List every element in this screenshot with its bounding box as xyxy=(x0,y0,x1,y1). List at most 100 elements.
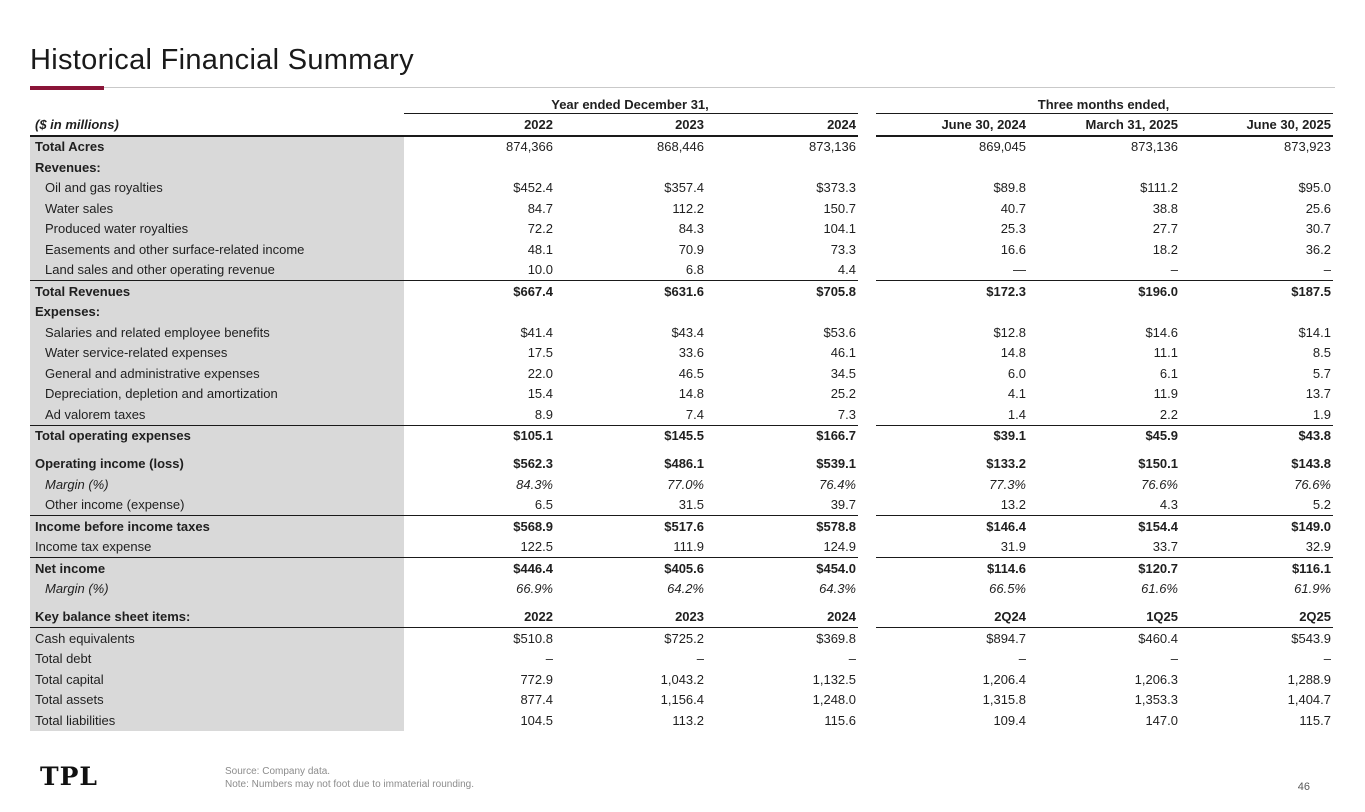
cell-value: 46.1 xyxy=(830,345,856,360)
cell-value: 1,353.3 xyxy=(1134,692,1178,707)
cell-value: 11.1 xyxy=(1153,345,1178,360)
cell-value: – xyxy=(1170,651,1178,666)
cell-value: 70.9 xyxy=(678,241,704,257)
cell-value: – xyxy=(696,651,704,666)
column-header-jun-2024: June 30, 2024 xyxy=(876,114,1028,137)
column-group-gap xyxy=(858,649,876,669)
column-group-gap xyxy=(858,240,876,260)
table-row: Water sales 84.7 112.2 150.7 40.7 38.8 25.6 xyxy=(30,198,1333,219)
cell-value: 2.2 xyxy=(1028,404,1180,426)
column-group-gap xyxy=(858,343,876,363)
cell-value: – xyxy=(1018,651,1026,666)
cell-value: 76.6% xyxy=(1141,476,1178,492)
cell-value: 1,132.5 xyxy=(812,671,856,687)
cell-value: – xyxy=(1180,260,1333,281)
table-row: Expenses: xyxy=(30,301,1333,322)
group-header-annual: Year ended December 31, xyxy=(404,95,858,114)
cell-value: $486.1 xyxy=(664,456,704,471)
cell-value: $114.6 xyxy=(986,560,1026,576)
cell-value: 11.9 xyxy=(1153,386,1178,401)
cell-value: $631.6 xyxy=(664,283,704,299)
cell-value: $145.5 xyxy=(664,428,704,443)
row-label: Total Revenues xyxy=(30,281,404,302)
cell-value xyxy=(1028,302,1180,322)
title-underline xyxy=(30,86,1335,90)
column-group-gap xyxy=(858,579,876,599)
column-header-jun-2025: June 30, 2025 xyxy=(1180,114,1333,137)
table-group-header-row: Year ended December 31, Three months end… xyxy=(30,94,1333,114)
cell-value: 33.6 xyxy=(678,345,704,360)
row-label: Oil and gas royalties xyxy=(30,177,404,198)
cell-value: $667.4 xyxy=(513,283,553,299)
cell-value: 104.1 xyxy=(823,221,856,236)
column-header-mar-2025: March 31, 2025 xyxy=(1028,114,1180,137)
tpl-logo: TPL xyxy=(40,762,98,791)
cell-value: 4.3 xyxy=(1028,495,1180,516)
group-header-spacer xyxy=(30,96,404,114)
cell-value xyxy=(404,302,555,322)
row-label: Margin (%) xyxy=(30,578,404,599)
cell-value xyxy=(1180,302,1333,322)
cell-value: $196.0 xyxy=(1138,283,1178,299)
cell-value: 2Q25 xyxy=(1180,599,1333,628)
cell-value: $166.7 xyxy=(816,428,856,443)
cell-value: $89.8 xyxy=(993,180,1026,195)
table-row: Ad valorem taxes 8.9 7.4 7.3 1.4 2.2 1.9 xyxy=(30,404,1333,426)
footnotes: Source: Company data. Note: Numbers may … xyxy=(225,765,474,791)
table-row: Depreciation, depletion and amortization… xyxy=(30,383,1333,404)
cell-value: 66.5% xyxy=(989,581,1026,596)
cell-value: 112.2 xyxy=(672,200,704,216)
cell-value xyxy=(1028,158,1180,178)
cell-value: $116.1 xyxy=(1291,560,1331,576)
cell-value: $357.4 xyxy=(664,180,704,195)
cell-value: $14.6 xyxy=(1145,324,1178,340)
table-row: Income before income taxes $568.9 $517.6 $5… xyxy=(30,516,1333,537)
cell-value: 30.7 xyxy=(1305,221,1331,236)
cell-value: 6.1 xyxy=(1159,365,1178,381)
cell-value: $187.5 xyxy=(1291,283,1331,299)
cell-value: $120.7 xyxy=(1138,560,1178,576)
cell-value: $562.3 xyxy=(513,456,553,471)
column-group-gap xyxy=(858,261,876,281)
cell-value: $143.8 xyxy=(1291,456,1331,471)
cell-value: 4.1 xyxy=(1007,386,1026,401)
row-label: Revenues: xyxy=(30,157,404,178)
cell-value: 15.4 xyxy=(527,386,553,401)
cell-value: 33.7 xyxy=(1028,537,1180,558)
cell-value: $446.4 xyxy=(513,560,553,576)
cell-value: 124.9 xyxy=(706,537,858,558)
table-row: Easements and other surface-related inco… xyxy=(30,239,1333,260)
cell-value: 77.0% xyxy=(667,476,704,492)
table-row: Total liabilities 104.5 113.2 115.6 109.4 147… xyxy=(30,710,1333,731)
cell-value: $105.1 xyxy=(513,428,553,443)
column-group-gap xyxy=(858,137,876,157)
cell-value: 40.7 xyxy=(1000,200,1026,216)
cell-value: 31.9 xyxy=(876,537,1028,558)
cell-value xyxy=(555,302,706,322)
cell-value: 31.5 xyxy=(555,495,706,516)
cell-value: 2Q24 xyxy=(876,599,1028,628)
column-group-gap xyxy=(858,629,876,649)
cell-value: $405.6 xyxy=(664,560,704,576)
cell-value: 39.7 xyxy=(706,495,858,516)
cell-value: 873,136 xyxy=(1131,139,1178,154)
cell-value: 13.2 xyxy=(876,495,1028,516)
cell-value: 27.7 xyxy=(1152,221,1178,236)
cell-value: $539.1 xyxy=(816,456,856,471)
cell-value: $725.2 xyxy=(664,630,704,646)
table-row: Total Acres 874,366 868,446 873,136 869,045 8… xyxy=(30,136,1333,157)
cell-value: 1,404.7 xyxy=(1287,692,1331,707)
cell-value: 7.4 xyxy=(555,404,706,426)
cell-value: $543.9 xyxy=(1291,630,1331,646)
cell-value: 150.7 xyxy=(823,200,856,216)
column-group-gap xyxy=(858,384,876,404)
cell-value: 1,315.8 xyxy=(982,692,1026,707)
column-group-gap xyxy=(858,690,876,710)
column-group-gap xyxy=(858,364,876,384)
cell-value xyxy=(876,302,1028,322)
table-row: Income tax expense 122.5 111.9 124.9 31.9 33.… xyxy=(30,536,1333,558)
row-label: Expenses: xyxy=(30,301,404,322)
rounding-note: Note: Numbers may not foot due to immate… xyxy=(225,779,475,790)
cell-value: 147.0 xyxy=(1145,712,1178,728)
cell-value: $146.4 xyxy=(986,518,1026,534)
